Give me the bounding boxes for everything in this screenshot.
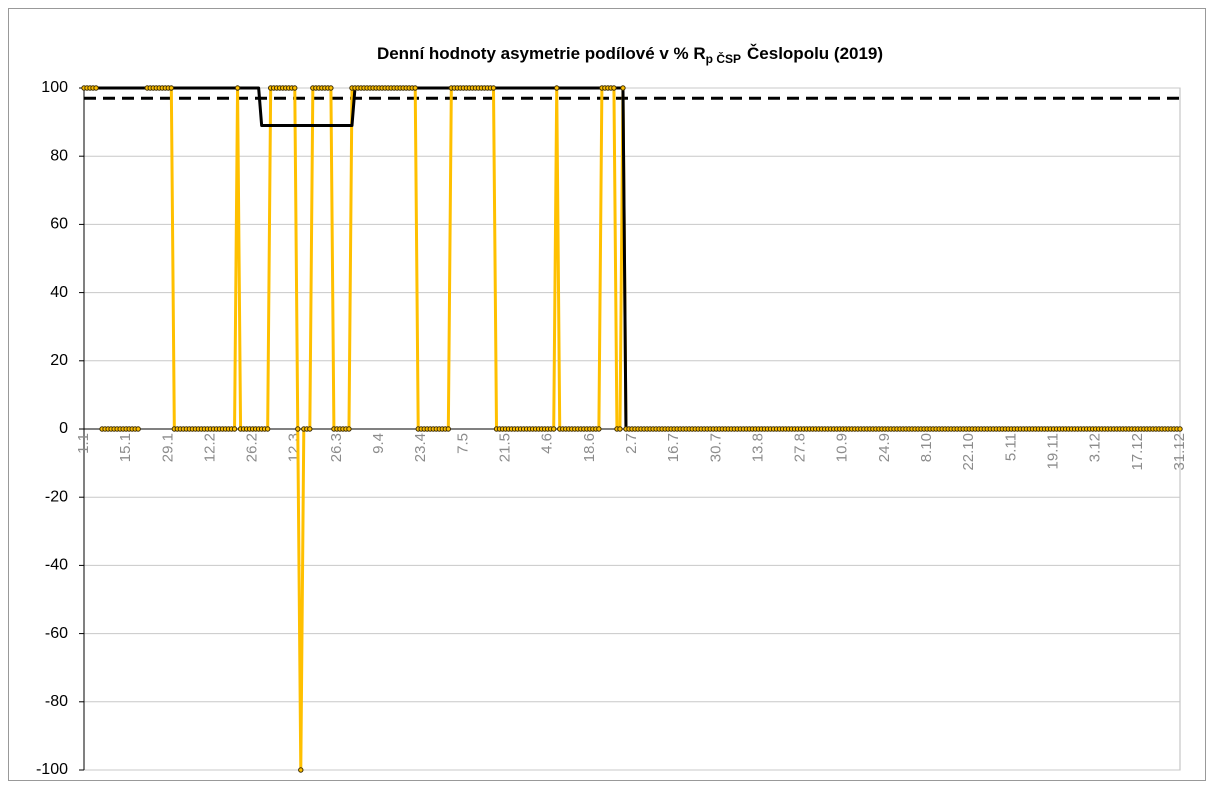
x-tick-label: 17.12 <box>1129 433 1146 471</box>
data-point <box>346 426 352 432</box>
data-point <box>231 426 238 432</box>
x-tick-label: 24.9 <box>876 433 893 462</box>
x-tick-label: 2.7 <box>623 433 640 454</box>
data-point <box>307 426 313 432</box>
y-tick-label: -100 <box>36 761 68 778</box>
x-tick-label: 22.10 <box>960 433 977 471</box>
chart-border <box>8 8 1206 781</box>
x-tick-label: 1.1 <box>75 433 92 454</box>
data-point <box>135 426 141 432</box>
x-tick-label: 21.5 <box>497 433 514 462</box>
data-point <box>168 85 175 91</box>
data-point <box>328 85 334 91</box>
x-tick-label: 13.8 <box>749 433 766 462</box>
y-tick-label: 40 <box>50 284 68 301</box>
y-tick-label: 100 <box>41 79 68 96</box>
chart-title-suffix: Česlopolu (2019) <box>747 44 883 63</box>
x-tick-label: 3.12 <box>1087 433 1104 462</box>
y-tick-label: 80 <box>50 147 68 164</box>
x-tick-label: 31.12 <box>1171 433 1188 471</box>
data-point <box>611 85 617 91</box>
x-tick-label: 30.7 <box>707 433 724 462</box>
x-tick-label: 19.11 <box>1045 433 1062 469</box>
x-tick-label: 12.2 <box>201 433 218 462</box>
x-tick-label: 16.7 <box>665 433 682 462</box>
y-tick-label: -40 <box>45 557 68 574</box>
data-point <box>412 85 418 91</box>
x-tick-label: 12.3 <box>286 433 303 462</box>
x-tick-label: 8.10 <box>918 433 935 462</box>
data-point <box>295 426 301 432</box>
chart-title-subscript: p ČSP <box>706 51 741 66</box>
y-tick-label: 0 <box>59 420 68 437</box>
data-point <box>596 426 602 432</box>
x-tick-label: 10.9 <box>834 433 851 462</box>
data-point <box>298 767 304 773</box>
y-tick-label: 20 <box>50 352 68 369</box>
y-tick-label: -80 <box>45 693 68 710</box>
x-tick-label: 27.8 <box>792 433 809 462</box>
x-tick-label: 23.4 <box>412 433 429 462</box>
y-tick-label: 60 <box>50 216 68 233</box>
data-point <box>445 426 452 432</box>
y-tick-label: -20 <box>45 488 68 505</box>
data-point <box>617 426 623 432</box>
x-tick-label: 5.11 <box>1002 433 1019 461</box>
data-point <box>264 426 271 432</box>
x-tick-label: 15.1 <box>117 433 134 462</box>
chart-title: Denní hodnoty asymetrie podílové v % R <box>377 44 706 63</box>
data-point <box>93 85 99 91</box>
data-point <box>554 85 560 91</box>
data-point <box>490 85 497 91</box>
data-point <box>620 85 626 91</box>
x-tick-label: 7.5 <box>454 433 471 454</box>
x-tick-label: 29.1 <box>159 433 176 462</box>
chart-title-group: Denní hodnoty asymetrie podílové v % Rp … <box>377 44 883 66</box>
data-point <box>292 85 298 91</box>
data-point <box>234 85 241 91</box>
y-tick-label: -60 <box>45 625 68 642</box>
x-tick-label: 4.6 <box>539 433 556 454</box>
x-tick-label: 26.3 <box>328 433 345 462</box>
x-tick-label: 26.2 <box>244 433 261 462</box>
x-tick-label: 18.6 <box>581 433 598 462</box>
data-point <box>551 426 557 432</box>
x-tick-label: 9.4 <box>370 433 387 454</box>
data-point <box>1177 426 1183 432</box>
